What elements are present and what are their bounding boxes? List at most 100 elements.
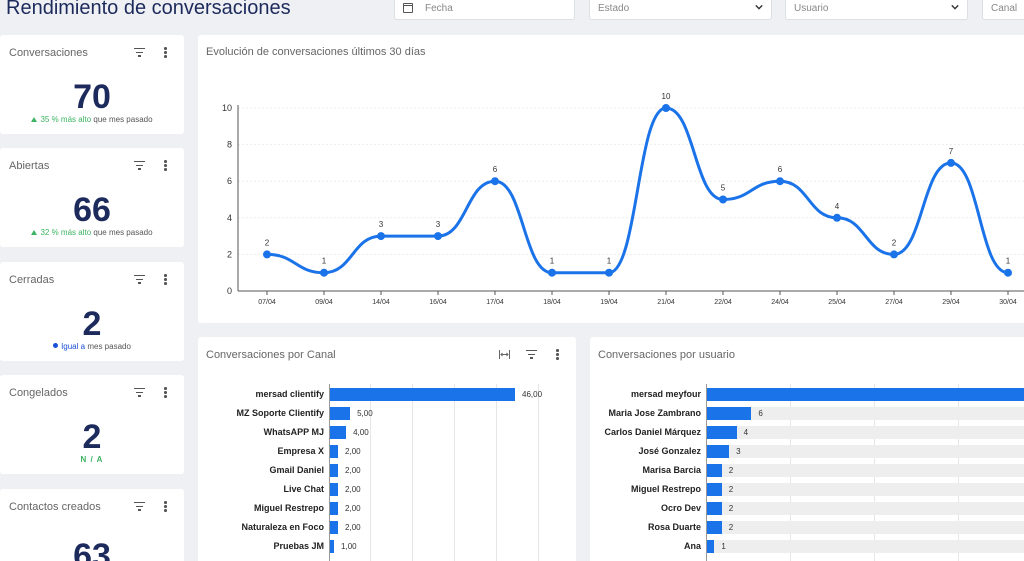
x-tick-label: 30/04: [999, 299, 1017, 306]
data-point[interactable]: [605, 268, 613, 277]
data-point[interactable]: [491, 177, 499, 186]
bar-value: 2: [728, 523, 734, 532]
grid-line: [412, 384, 413, 561]
bar[interactable]: [330, 540, 335, 553]
line-chart-card: Evolución de conversaciones últimos 30 d…: [198, 35, 1024, 323]
bar[interactable]: [330, 483, 339, 496]
bar-value: 2,00: [345, 504, 361, 513]
bar[interactable]: [330, 426, 347, 439]
bar[interactable]: [707, 407, 752, 420]
bar-track: [707, 426, 1024, 439]
data-point[interactable]: [776, 177, 784, 186]
data-point[interactable]: [434, 232, 442, 241]
more-options-icon[interactable]: [556, 349, 559, 360]
bar[interactable]: [330, 502, 339, 515]
y-tick-label: 0: [227, 286, 232, 296]
data-point[interactable]: [263, 250, 271, 259]
bar[interactable]: [707, 426, 737, 439]
more-options-icon[interactable]: [164, 274, 167, 285]
kpi-change: Igual a: [61, 342, 86, 351]
bar[interactable]: [330, 388, 515, 401]
y-tick-label: 2: [227, 249, 232, 259]
y-tick-label: 10: [222, 103, 232, 113]
data-point[interactable]: [320, 268, 328, 277]
bar[interactable]: [330, 445, 339, 458]
bar[interactable]: [707, 388, 1024, 401]
more-options-icon[interactable]: [164, 501, 167, 512]
bar[interactable]: [707, 540, 715, 553]
status-filter-label: Estado: [598, 2, 630, 14]
bar[interactable]: [330, 407, 351, 420]
data-point[interactable]: [548, 268, 556, 277]
x-tick-label: 25/04: [828, 299, 846, 306]
data-point[interactable]: [1004, 268, 1012, 277]
kpi-change: N / A: [80, 455, 104, 464]
bar[interactable]: [330, 521, 339, 534]
bar-value: 4,00: [353, 428, 369, 437]
equal-dot-icon: [53, 343, 59, 348]
status-filter[interactable]: Estado: [589, 0, 772, 20]
line-chart-title: Evolución de conversaciones últimos 30 d…: [206, 46, 426, 58]
kpi-value: 2: [82, 418, 102, 456]
more-options-icon[interactable]: [164, 387, 167, 398]
bar-label: mersad clientify: [255, 389, 324, 399]
y-tick-label: 8: [227, 140, 232, 150]
data-point[interactable]: [719, 195, 727, 204]
data-point[interactable]: [662, 104, 670, 112]
more-options-icon[interactable]: [164, 160, 167, 171]
filter-icon[interactable]: [134, 275, 145, 284]
data-point[interactable]: [947, 158, 955, 167]
date-filter[interactable]: Fecha: [394, 0, 575, 20]
data-point[interactable]: [890, 250, 898, 259]
grid-line: [496, 384, 497, 561]
channel-filter[interactable]: Canal: [982, 0, 1024, 20]
data-point[interactable]: [377, 232, 385, 241]
bar-value: 2,00: [345, 466, 361, 475]
bar-value: 1: [721, 542, 726, 551]
bar-label: mersad meyfour: [630, 389, 701, 399]
data-point[interactable]: [833, 213, 841, 222]
user-filter[interactable]: Usuario: [785, 0, 968, 20]
filter-icon[interactable]: [134, 502, 145, 511]
kpi-comparison: 35 % más alto que mes pasado: [0, 115, 184, 124]
kpi-title: Conversaciones: [9, 47, 88, 59]
kpi-value: 63: [73, 537, 111, 561]
bar[interactable]: [707, 483, 722, 496]
data-label: 2: [892, 238, 897, 247]
kpi-card: Conversaciones 70 35 % más alto que mes p…: [0, 35, 184, 134]
bar-label: Live Chat: [283, 484, 324, 494]
bar[interactable]: [707, 502, 722, 515]
filter-icon[interactable]: [134, 388, 145, 397]
filter-icon[interactable]: [134, 48, 145, 57]
kpi-comparison: 32 % más alto que mes pasado: [0, 228, 184, 237]
filter-icon[interactable]: [134, 161, 145, 170]
bar[interactable]: [707, 464, 722, 477]
filter-icon[interactable]: [526, 350, 537, 359]
kpi-card: Cerradas 2 Igual a mes pasado: [0, 262, 184, 361]
more-options-icon[interactable]: [164, 47, 167, 58]
x-tick-label: 14/04: [372, 299, 390, 306]
x-tick-label: 16/04: [429, 299, 447, 306]
x-tick-label: 17/04: [486, 299, 504, 306]
x-tick-label: 21/04: [657, 299, 675, 306]
expand-icon[interactable]: [499, 350, 510, 359]
bar[interactable]: [707, 445, 730, 458]
bar-label: Marisa Barcia: [642, 465, 701, 475]
bar-label: Empresa X: [277, 446, 324, 456]
y-axis: [706, 384, 707, 561]
bar-label: Pruebas JM: [273, 541, 324, 551]
x-tick-label: 18/04: [543, 299, 561, 306]
y-axis: [329, 384, 330, 561]
kpi-change: 32 % más alto: [40, 228, 92, 237]
bar-track: [707, 521, 1024, 534]
bar-track: [707, 540, 1024, 553]
channel-chart-title: Conversaciones por Canal: [206, 349, 336, 361]
bar[interactable]: [330, 464, 339, 477]
bar-track: [707, 407, 1024, 420]
chevron-down-icon: [755, 4, 763, 10]
bar[interactable]: [707, 521, 722, 534]
data-label: 1: [607, 257, 612, 266]
x-tick-label: 07/04: [258, 299, 276, 306]
bar-value: 2: [728, 485, 734, 494]
